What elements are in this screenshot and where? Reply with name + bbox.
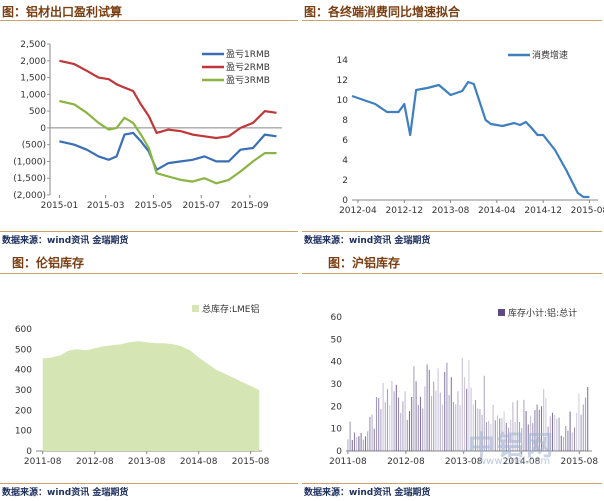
x-tick-label: 2015-09 bbox=[231, 201, 269, 211]
y-tick-label: (500) bbox=[22, 141, 46, 151]
y-tick-label: 0 bbox=[40, 124, 46, 134]
x-tick-label: 2012-04 bbox=[339, 206, 377, 216]
y-tick-label: 600 bbox=[15, 325, 32, 335]
y-tick-label: 14 bbox=[337, 56, 349, 66]
panel-export-profit: 图：铝材出口盈利试算 2,500 2,000 1,500 1,000 500 0 (500)… bbox=[0, 0, 302, 250]
panel-lme-inventory: 图：伦铝库存 0 100 200 300 400 500 600 2011-08 2012-08… bbox=[0, 251, 302, 501]
x-tick-label: 2015-05 bbox=[135, 201, 173, 211]
y-tick-label: 0 bbox=[336, 447, 342, 457]
y-tick-label: 500 bbox=[15, 345, 32, 355]
x-tick-label: 2015-07 bbox=[182, 201, 220, 211]
source-rule bbox=[302, 231, 602, 232]
y-tick-label: (2,000) bbox=[13, 191, 46, 201]
x-tick-label: 2015-08 bbox=[561, 457, 599, 467]
panel-shfe-inventory: 图：沪铝库存 0 10 20 30 40 50 60 2011-08 2012-08 2013-0… bbox=[302, 251, 604, 501]
watermark-url: www.cnal.com bbox=[478, 456, 551, 467]
y-tick-label: 300 bbox=[15, 386, 32, 396]
y-tick-label: 12 bbox=[337, 76, 348, 86]
x-tick-label: 2015-01 bbox=[41, 201, 79, 211]
source-rule bbox=[302, 483, 602, 484]
title-rule bbox=[302, 273, 602, 274]
y-tick-label: (1,500) bbox=[13, 174, 46, 184]
y-tick-label: 8 bbox=[342, 116, 348, 126]
y-tick-label: 200 bbox=[15, 406, 32, 416]
lme-inventory-chart: 0 100 200 300 400 500 600 2011-08 2012-08 2013-08… bbox=[15, 303, 270, 467]
x-tick-label: 2012-08 bbox=[76, 457, 114, 467]
y-tick-label: 20 bbox=[331, 402, 343, 412]
x-tick-label: 2014-08 bbox=[503, 457, 541, 467]
y-tick-label: 50 bbox=[331, 335, 343, 345]
watermark-logo: 中铝网 bbox=[468, 431, 555, 462]
y-tick-label: 4 bbox=[342, 156, 348, 166]
series-line bbox=[59, 131, 277, 171]
source-note: 数据来源：wind资讯 金瑞期货 bbox=[304, 488, 431, 498]
panel-consumption-growth: 图：各终端消费同比增速拟合 0 2 4 6 8 10 12 14 2012-04 2012-12 2… bbox=[302, 0, 604, 250]
y-tick-label: 10 bbox=[331, 425, 343, 435]
y-tick-label: 100 bbox=[15, 427, 32, 437]
legend-label: 盈亏1RMB bbox=[226, 49, 270, 60]
x-tick-label: 2013-08 bbox=[445, 457, 483, 467]
y-tick-label: 0 bbox=[342, 196, 348, 206]
x-tick-label: 2013-08 bbox=[128, 457, 166, 467]
title-rule bbox=[0, 273, 298, 274]
y-tick-label: (1,000) bbox=[13, 157, 46, 167]
panel-title: 图：铝材出口盈利试算 bbox=[2, 5, 123, 19]
consumption-growth-chart: 0 2 4 6 8 10 12 14 2012-04 2012-12 2013-08 2014-04 2… bbox=[337, 49, 604, 216]
y-tick-label: 2,000 bbox=[20, 57, 46, 67]
y-tick-label: 30 bbox=[331, 380, 343, 390]
series-area bbox=[42, 341, 260, 451]
legend-swatch bbox=[192, 305, 199, 312]
source-rule bbox=[0, 483, 298, 484]
y-tick-label: 2 bbox=[342, 176, 348, 186]
title-rule bbox=[302, 20, 602, 21]
x-tick-label: 2013-08 bbox=[432, 206, 470, 216]
title-rule bbox=[0, 20, 298, 21]
panel-title: 图：各终端消费同比增速拟合 bbox=[304, 5, 461, 19]
source-note: 数据来源：wind资讯 金瑞期货 bbox=[304, 236, 431, 246]
y-tick-label: 2,500 bbox=[20, 40, 46, 50]
x-tick-label: 2014-04 bbox=[478, 206, 516, 216]
source-note: 数据来源：wind资讯 金瑞期货 bbox=[2, 236, 129, 246]
y-tick-label: 1,000 bbox=[20, 90, 46, 100]
x-tick-label: 2015-08 bbox=[571, 206, 604, 216]
source-note: 数据来源：wind资讯 金瑞期货 bbox=[2, 488, 129, 498]
series-line bbox=[351, 80, 590, 199]
export-profit-chart: 2,500 2,000 1,500 1,000 500 0 (500) (1,000) (1,5… bbox=[13, 40, 282, 211]
panel-title: 图：伦铝库存 bbox=[12, 256, 85, 270]
legend-swatch bbox=[498, 309, 505, 316]
y-tick-label: 0 bbox=[26, 447, 32, 457]
y-tick-label: 500 bbox=[29, 107, 46, 117]
x-tick-label: 2014-12 bbox=[524, 206, 562, 216]
y-tick-label: 60 bbox=[331, 313, 343, 323]
x-tick-label: 2014-08 bbox=[180, 457, 218, 467]
legend-label: 消费增速 bbox=[532, 49, 568, 61]
series-line bbox=[59, 99, 277, 185]
y-tick-label: 1,500 bbox=[20, 74, 46, 84]
x-tick-label: 2012-12 bbox=[386, 206, 424, 216]
y-tick-label: 400 bbox=[15, 366, 32, 376]
x-tick-label: 2015-03 bbox=[87, 201, 125, 211]
shfe-inventory-chart: 0 10 20 30 40 50 60 2011-08 2012-08 2013-08 2014-0… bbox=[329, 307, 599, 467]
series-line bbox=[59, 59, 277, 140]
x-tick-label: 2011-08 bbox=[24, 457, 62, 467]
panel-title: 图：沪铝库存 bbox=[328, 256, 401, 270]
legend-label: 盈亏3RMB bbox=[226, 75, 270, 86]
x-tick-label: 2015-08 bbox=[232, 457, 270, 467]
legend-label: 库存小计:铝:总计 bbox=[508, 307, 577, 319]
y-tick-label: 40 bbox=[331, 358, 343, 368]
source-rule bbox=[0, 231, 298, 232]
legend-label: 盈亏2RMB bbox=[226, 62, 270, 73]
x-tick-label: 2012-08 bbox=[387, 457, 425, 467]
legend-label: 总库存:LME铝 bbox=[202, 303, 260, 315]
y-tick-label: 10 bbox=[337, 96, 349, 106]
y-tick-label: 6 bbox=[342, 136, 348, 146]
x-tick-label: 2011-08 bbox=[329, 457, 367, 467]
